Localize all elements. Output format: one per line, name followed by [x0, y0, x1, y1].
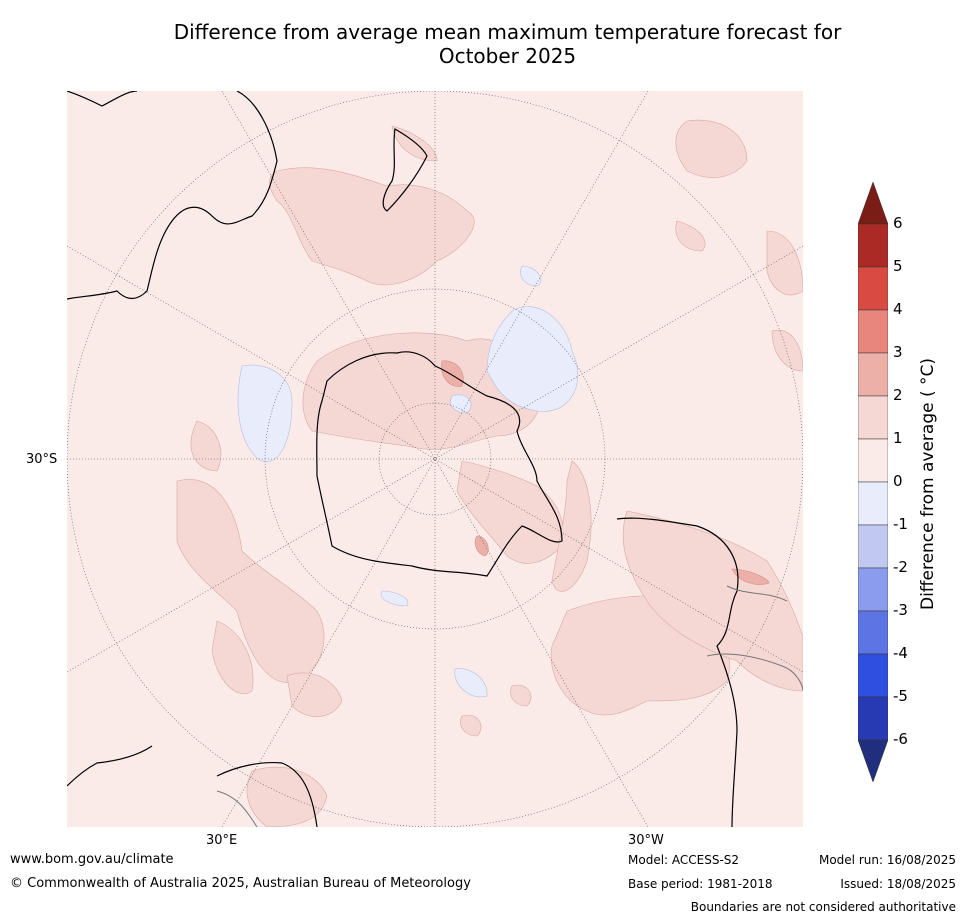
coastline-africa — [67, 745, 318, 827]
anomaly-region-australia — [286, 672, 343, 717]
coastline-australia-north — [67, 91, 138, 107]
colorbar-tick-m4: -4 — [893, 644, 908, 662]
colorbar-tick-2: 2 — [893, 386, 903, 404]
colorbar-tick-6: 6 — [893, 214, 903, 232]
boundary-south-america-2 — [726, 585, 788, 602]
coastline-antarctica — [316, 351, 563, 577]
polar-map — [67, 91, 803, 827]
anomaly-region-antarctica — [302, 332, 540, 450]
anomaly-region-weddell-warm — [474, 535, 489, 557]
anomaly-region-south-2 — [460, 714, 482, 737]
colorbar-2-3 — [858, 352, 888, 397]
colorbar-below-m6 — [858, 739, 888, 782]
meridian-30w — [221, 91, 649, 827]
anomaly-region-south-1 — [246, 766, 328, 827]
anomaly-region-south-atlantic-cool — [486, 306, 579, 412]
footer-disclaimer: Boundaries are not considered authoritat… — [690, 900, 956, 914]
footer-issued: Issued: 18/08/2025 — [840, 877, 956, 891]
anomaly-region-northeast — [675, 119, 748, 178]
title-line-2: October 2025 — [438, 44, 577, 68]
colorbar-m5-m4 — [858, 653, 888, 698]
footer-copyright: © Commonwealth of Australia 2025, Austra… — [10, 876, 471, 891]
coastlines — [67, 91, 739, 827]
colorbar-tick-5: 5 — [893, 257, 903, 275]
anomaly-region-east-2 — [675, 220, 706, 252]
anomaly-region-antarctic-peninsula-warm — [441, 360, 464, 387]
colorbar-tick-3: 3 — [893, 343, 903, 361]
footer-website: www.bom.gov.au/climate — [10, 852, 174, 867]
colorbar-tick-1: 1 — [893, 429, 903, 447]
anomaly-region-small-cool — [520, 265, 542, 287]
colorbar-m1-0 — [858, 481, 888, 526]
colorbar-m3-m2 — [858, 567, 888, 612]
anomaly-region-west-1 — [190, 420, 222, 472]
colorbar-above-6 — [858, 182, 888, 225]
colorbar-m4-m3 — [858, 610, 888, 655]
meridian-60e — [67, 245, 803, 673]
lon-label-30w: 30°W — [628, 833, 664, 848]
title-line-1: Difference from average mean maximum tem… — [173, 20, 842, 44]
lon-label-30e: 30°E — [206, 833, 238, 848]
colorbar-m2-m1 — [858, 524, 888, 569]
colorbar-0-1 — [858, 438, 888, 483]
anomaly-region-south-cool-1 — [380, 590, 409, 607]
colorbar — [858, 182, 888, 782]
anomaly-region-east-1 — [766, 230, 803, 296]
coastline-australia-east — [67, 91, 278, 300]
colorbar-tick-m2: -2 — [893, 558, 908, 576]
colorbar-m6-m5 — [858, 696, 888, 741]
colorbar-1-2 — [858, 395, 888, 440]
anomaly-1-2-regions — [176, 119, 803, 827]
anomaly-2-3-regions — [441, 360, 770, 585]
anomaly-region-indian — [176, 479, 325, 683]
anomaly-minus-regions — [237, 265, 579, 698]
footer-model-run: Model run: 16/08/2025 — [818, 853, 956, 867]
anomaly-region-south-cool-2 — [454, 668, 488, 698]
colorbar-title: Difference from average ( °C) — [918, 357, 938, 611]
coastline-south-america — [616, 517, 739, 827]
footer-model: Model: ACCESS-S2 — [628, 853, 740, 867]
anomaly-region-east-3 — [771, 329, 803, 372]
anomaly-region-south-america — [456, 460, 564, 564]
anomaly-region-nz — [269, 167, 475, 286]
meridian-30e — [221, 91, 649, 827]
anomaly-region-africa-warm — [731, 568, 770, 585]
anomaly-region-indian-cool — [237, 364, 293, 462]
footer-base-period: Base period: 1981-2018 — [628, 877, 773, 891]
map-title: Difference from average mean maximum tem… — [0, 20, 965, 68]
colorbar-4-5 — [858, 266, 888, 311]
coastline-new-zealand — [382, 128, 428, 212]
country-boundaries — [216, 585, 803, 827]
anomaly-region-west-2 — [211, 620, 254, 694]
lat-label-30s: 30°S — [26, 452, 58, 467]
colorbar-5-6 — [858, 223, 888, 268]
colorbar-tick-m6: -6 — [893, 730, 908, 748]
graticule — [67, 91, 803, 827]
boundary-africa-1 — [216, 790, 258, 827]
boundary-south-america-1 — [706, 653, 803, 692]
anomaly-region-atlantic — [551, 460, 592, 592]
colorbar-tick-m5: -5 — [893, 687, 908, 705]
map-canvas — [67, 91, 803, 827]
anomaly-region-south-3 — [510, 684, 532, 707]
colorbar-tick-4: 4 — [893, 300, 903, 318]
colorbar-tick-m3: -3 — [893, 601, 908, 619]
meridian-60w — [67, 245, 803, 673]
colorbar-tick-0: 0 — [893, 472, 903, 490]
colorbar-tick-m1: -1 — [893, 515, 908, 533]
colorbar-3-4 — [858, 309, 888, 354]
